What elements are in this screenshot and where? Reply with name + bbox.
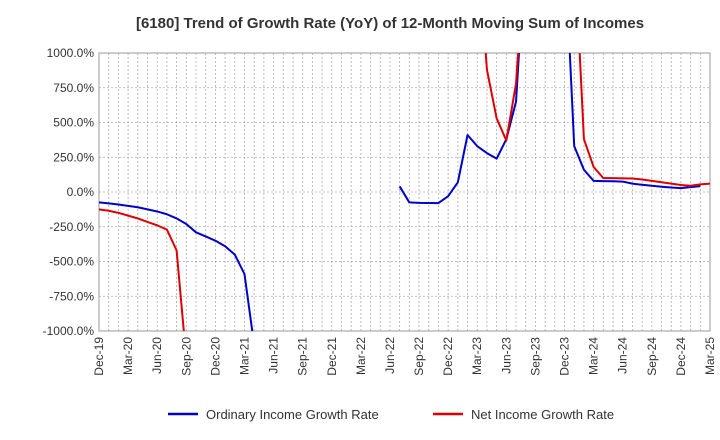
series-lines — [99, 53, 710, 331]
x-tick-label: Dec-21 — [325, 337, 339, 376]
x-tick-label: Sep-21 — [296, 337, 310, 376]
x-tick-label: Sep-24 — [645, 337, 659, 376]
y-tick-label: 250.0% — [53, 150, 94, 164]
legend-label-ordinary: Ordinary Income Growth Rate — [206, 407, 379, 422]
y-axis: 1000.0% 750.0% 500.0% 250.0% 0.0% -250.0% -500… — [43, 46, 95, 338]
grid-lines — [99, 53, 710, 331]
y-tick-label: -1000.0% — [43, 324, 95, 338]
y-tick-label: 1000.0% — [47, 46, 95, 60]
x-tick-label: Jun-22 — [383, 337, 397, 374]
y-tick-label: -250.0% — [49, 220, 94, 234]
legend-label-net: Net Income Growth Rate — [471, 407, 614, 422]
x-tick-label: Dec-22 — [441, 337, 455, 376]
series-line-ordinary-income — [99, 53, 701, 331]
x-axis: Dec-19 Mar-20 Jun-20 Sep-20 Dec-20 Mar-21 Jun-… — [92, 337, 717, 376]
y-tick-label: -750.0% — [49, 289, 94, 303]
chart-title: [6180] Trend of Growth Rate (YoY) of 12-… — [136, 15, 644, 32]
x-tick-label: Dec-20 — [208, 337, 222, 376]
x-tick-label: Sep-23 — [528, 337, 542, 376]
x-tick-label: Sep-22 — [412, 337, 426, 376]
x-tick-label: Dec-24 — [674, 337, 688, 376]
y-tick-label: 750.0% — [53, 81, 94, 95]
x-tick-label: Mar-25 — [703, 337, 717, 375]
y-tick-label: 500.0% — [53, 116, 94, 130]
x-tick-label: Mar-24 — [587, 337, 601, 375]
x-tick-label: Mar-20 — [121, 337, 135, 375]
legend: Ordinary Income Growth Rate Net Income G… — [168, 407, 614, 422]
x-tick-label: Mar-21 — [237, 337, 251, 375]
x-tick-label: Jun-21 — [267, 337, 281, 374]
x-tick-label: Dec-23 — [558, 337, 572, 376]
y-tick-label: -500.0% — [49, 255, 94, 269]
x-tick-label: Jun-24 — [616, 337, 630, 374]
x-tick-label: Mar-23 — [470, 337, 484, 375]
x-tick-label: Jun-23 — [499, 337, 513, 374]
series-line-net-income — [99, 53, 710, 331]
x-tick-label: Mar-22 — [354, 337, 368, 375]
x-tick-label: Sep-20 — [179, 337, 193, 376]
y-tick-label: 0.0% — [67, 185, 95, 199]
x-tick-label: Dec-19 — [92, 337, 106, 376]
x-tick-label: Jun-20 — [150, 337, 164, 374]
